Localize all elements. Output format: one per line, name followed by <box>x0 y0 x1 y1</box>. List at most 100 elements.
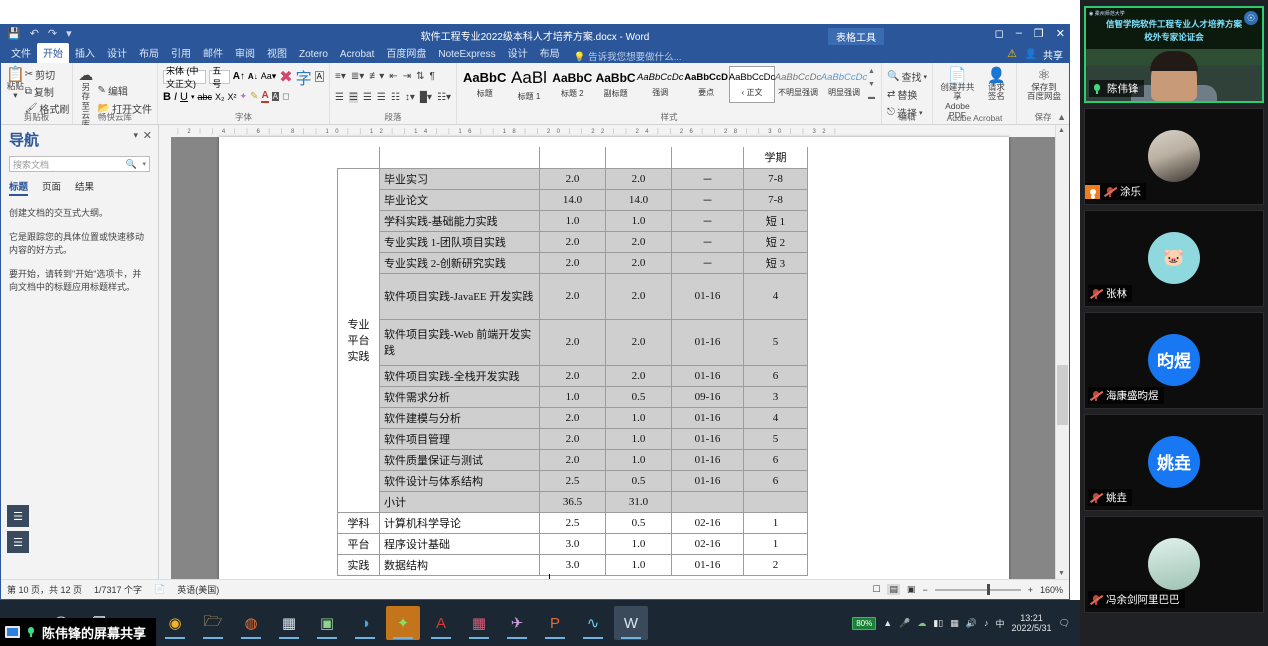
print-layout-icon[interactable]: ☐ <box>872 584 881 594</box>
ribbon-tabs[interactable]: 文件 开始 插入 设计 布局 引用 邮件 审阅 视图 Zotero Acroba… <box>1 43 1069 63</box>
style-biaoti[interactable]: AaBbC 标题 <box>463 70 507 99</box>
select-button[interactable]: ⎋ 选择 ▾ <box>887 107 923 120</box>
windows-taskbar[interactable]: ▦ ◯ ❐ ✉5 ◉ 🗁 ◍ ▦ ▣ ◑ ✦ A ▦ ✈ P ∿ W 80% ▲… <box>0 600 1080 646</box>
style-subtitle[interactable]: AaBbC 副标题 <box>595 70 636 98</box>
redo-icon[interactable]: ↷ <box>47 28 58 40</box>
shading-icon[interactable]: A <box>271 92 280 101</box>
decrease-indent-icon[interactable]: ⇤ <box>389 71 398 82</box>
app-violet-icon[interactable]: ✈ <box>500 606 534 640</box>
change-case-icon[interactable]: Aa▾ <box>260 71 277 81</box>
app-cyan-icon[interactable]: ∿ <box>576 606 610 640</box>
request-signature-button[interactable]: 👤 请求 签名 <box>987 67 1006 102</box>
chrome-icon[interactable]: ◉ <box>158 606 192 640</box>
style-heading-1[interactable]: AaBl 标题 1 <box>511 68 547 101</box>
app-red-icon[interactable]: ▦ <box>462 606 496 640</box>
font-size-box[interactable]: 五号 <box>209 66 230 89</box>
participant-tile-yaoyao[interactable]: 姚垚 姚垚 <box>1084 414 1264 511</box>
text-effects-icon[interactable]: ✦ <box>239 91 248 101</box>
web-layout-icon[interactable]: ▤ <box>887 584 900 595</box>
participant-tile-chenweifeng[interactable]: ◉ 柔州师范大学 ☉ 信智学院软件工程专业人才培养方案 校外专家论证会 陈伟锋 <box>1084 6 1264 103</box>
network-icon[interactable]: ▮▯ <box>933 617 944 628</box>
scroll-up-icon[interactable]: ▲ <box>1058 127 1065 134</box>
participant-tile-tule[interactable]: 涂乐 <box>1084 108 1264 205</box>
tab-layout[interactable]: 布局 <box>139 49 159 60</box>
zoom-in-button[interactable]: + <box>1027 584 1033 595</box>
mic-icon[interactable] <box>1091 83 1103 95</box>
cloud-icon[interactable]: ☁ <box>917 617 927 628</box>
phonetic-guide-icon[interactable]: 字 <box>295 70 312 88</box>
scroll-down-icon[interactable]: ▼ <box>1058 570 1065 577</box>
zoom-level[interactable]: 160% <box>1039 584 1063 595</box>
collapse-ribbon-icon[interactable]: ▲ <box>1057 112 1066 122</box>
app-blue-icon[interactable]: ▦ <box>272 606 306 640</box>
search-options-icon[interactable]: ▾ <box>142 161 146 168</box>
underline-dropdown-icon[interactable]: ▾ <box>190 93 195 101</box>
italic-icon[interactable]: I <box>173 90 178 103</box>
undo-icon[interactable]: ↶ <box>29 28 39 40</box>
shrink-font-icon[interactable]: A↓ <box>247 72 258 81</box>
curriculum-table[interactable]: 学期 专业 平台 实践 毕业实习 2.0 2.0 － 7-8 <box>337 147 808 576</box>
nav-thumbnail-button-2[interactable]: ☰ <box>7 531 29 553</box>
font-name-box[interactable]: 宋体 (中文正文) <box>163 66 207 89</box>
navigation-tabs[interactable]: 标题 页面 结果 <box>9 179 150 196</box>
navigation-close-icon[interactable]: ✕ <box>142 130 152 142</box>
styles-more-icon[interactable]: ▬ <box>868 93 876 101</box>
participant-tile-fengyujian[interactable]: 冯余剑阿里巴巴 <box>1084 516 1264 613</box>
ime-mode-indicator[interactable]: 中 <box>995 618 1005 629</box>
nav-tab-results[interactable]: 结果 <box>75 182 95 193</box>
wechat-icon[interactable]: ✦ <box>386 606 420 640</box>
tab-acrobat[interactable]: Acrobat <box>339 49 375 60</box>
scrollbar-thumb[interactable] <box>1057 365 1068 425</box>
cloud-edit-button[interactable]: ✎ 编辑 <box>97 84 128 98</box>
word-count[interactable]: 1/7317 个字 <box>94 585 143 595</box>
tab-view[interactable]: 视图 <box>267 49 287 60</box>
styles-gallery[interactable]: AaBbC 标题 AaBl 标题 1 AaBbC 标题 2 AaBbC 副标题 … <box>462 66 876 103</box>
minimize-icon[interactable]: – <box>1015 27 1022 39</box>
style-subtle-emphasis[interactable]: AaBbCcDc 不明显强调 <box>774 72 822 97</box>
character-border-icon[interactable]: A <box>314 71 324 82</box>
paste-button[interactable]: 📋 粘贴 ▾ <box>6 67 25 116</box>
multilevel-list-icon[interactable]: ≢▾ <box>369 71 385 82</box>
justify-icon[interactable]: ☰ <box>376 92 386 103</box>
clear-all-formatting-icon[interactable]: ◻ <box>282 91 290 101</box>
sort-icon[interactable]: ⇅ <box>416 71 425 82</box>
align-right-icon[interactable]: ☰ <box>362 92 372 103</box>
font-color-icon[interactable]: A <box>261 90 269 103</box>
style-intense[interactable]: AaBbCcD 要点 <box>684 72 729 97</box>
tell-me-box[interactable]: 💡 告诉我您想要做什么... <box>573 52 682 63</box>
notification-icon[interactable]: 🗨 <box>1058 617 1070 628</box>
bullets-icon[interactable]: ≡▾ <box>335 71 346 82</box>
save-to-cloud-button[interactable]: ☁ 另存 至云库 <box>78 67 94 129</box>
style-emphasis[interactable]: AaBbCcDc 强调 <box>636 72 684 97</box>
styles-scroll-up-icon[interactable]: ▲ <box>868 68 875 75</box>
clock[interactable]: 13:21 2022/5/31 <box>1012 613 1052 634</box>
show-marks-icon[interactable]: ¶ <box>429 71 435 82</box>
underline-icon[interactable]: U <box>180 90 188 103</box>
navigation-search-input[interactable]: 搜索文档 🔍 ▾ <box>9 156 150 172</box>
mic-muted-icon[interactable] <box>1104 186 1116 198</box>
zoom-slider[interactable] <box>934 583 1021 595</box>
navigation-options-icon[interactable]: ▾ <box>133 130 138 140</box>
tab-file[interactable]: 文件 <box>11 49 31 60</box>
line-spacing-icon[interactable]: ↕▾ <box>404 92 415 103</box>
search-icon[interactable]: 🔍 <box>125 159 137 169</box>
format-painter-button[interactable]: 🖌 格式刷 <box>24 103 70 116</box>
zoom-out-button[interactable]: − <box>922 584 928 595</box>
save-to-baidu-button[interactable]: ⚛ 保存到 百度网盘 <box>1026 67 1061 102</box>
spell-check-icon[interactable]: 📄 <box>154 584 166 594</box>
ime-settings-icon[interactable]: ♪ <box>984 618 989 628</box>
horizontal-ruler[interactable]: ⋮2⋮⋮4⋮⋮6⋮⋮8⋮⋮10⋮⋮12⋮⋮14⋮⋮16⋮⋮18⋮⋮20⋮⋮22⋮… <box>171 125 1055 137</box>
tab-baidu-netdisk[interactable]: 百度网盘 <box>386 49 427 60</box>
increase-indent-icon[interactable]: ⇥ <box>402 71 412 82</box>
align-left-icon[interactable]: ☰ <box>335 92 344 103</box>
customize-qat-icon[interactable]: ▾ <box>66 28 72 40</box>
style-normal[interactable]: AaBbCcDc ‹ 正文 <box>729 66 775 103</box>
share-button[interactable]: 👤 共享 <box>1025 47 1063 62</box>
mic-icon[interactable]: 🎤 <box>899 617 911 628</box>
page-indicator[interactable]: 第 10 页，共 12 页 <box>7 585 83 595</box>
nav-tab-headings[interactable]: 标题 <box>9 179 29 196</box>
text-highlight-icon[interactable]: ✎ <box>250 91 259 102</box>
replace-button[interactable]: ⇄ 替换 <box>887 89 918 102</box>
cut-button[interactable]: ✂ 剪切 <box>24 69 56 82</box>
superscript-icon[interactable]: X² <box>227 91 237 102</box>
